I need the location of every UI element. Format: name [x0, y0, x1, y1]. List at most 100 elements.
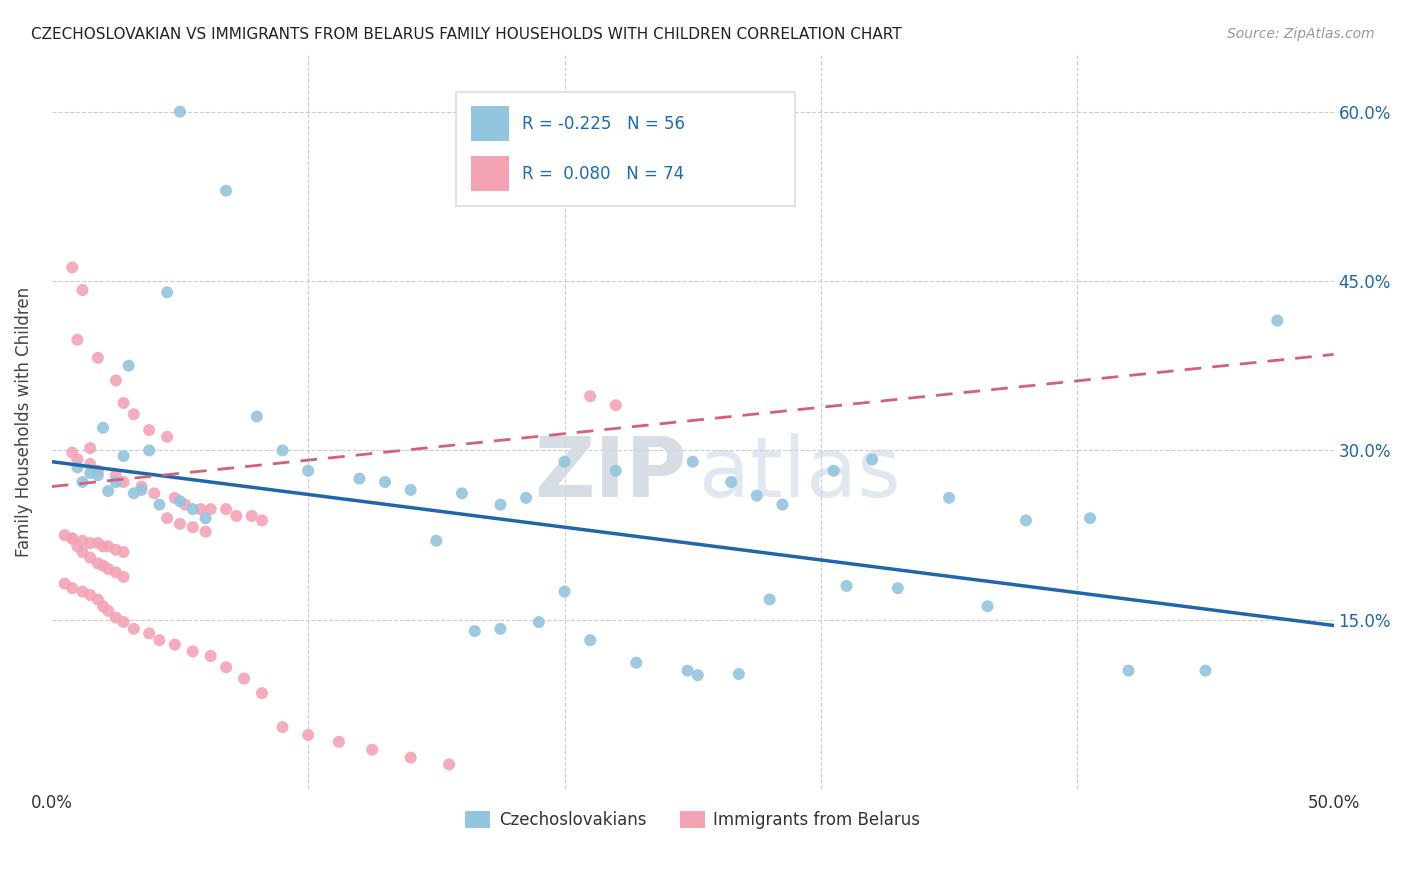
Point [181, 502, 204, 516]
Point [233, 672, 256, 686]
Point [79, 466, 101, 480]
Point [515, 491, 537, 505]
Point [823, 464, 845, 478]
Point [464, 624, 486, 639]
Point [489, 622, 512, 636]
Point [97, 604, 120, 618]
Point [626, 656, 648, 670]
Point [200, 502, 222, 516]
Point [1078, 511, 1101, 525]
Point [194, 511, 217, 525]
Point [91, 599, 114, 614]
Point [143, 486, 166, 500]
Point [131, 479, 153, 493]
Point [122, 407, 145, 421]
Point [66, 540, 89, 554]
Text: ZIP: ZIP [534, 433, 686, 514]
Point [579, 389, 602, 403]
Point [138, 626, 160, 640]
Point [91, 421, 114, 435]
Point [60, 260, 83, 275]
Point [682, 455, 704, 469]
Point [489, 498, 512, 512]
Point [399, 483, 422, 497]
Point [79, 457, 101, 471]
Point [97, 562, 120, 576]
Point [215, 502, 238, 516]
Point [553, 455, 575, 469]
Point [87, 351, 110, 365]
Point [72, 475, 94, 489]
Point [194, 524, 217, 539]
Legend: Czechoslovakians, Immigrants from Belarus: Czechoslovakians, Immigrants from Belaru… [458, 805, 927, 836]
Point [112, 475, 135, 489]
Point [328, 735, 350, 749]
Point [250, 513, 273, 527]
Point [399, 750, 422, 764]
Point [104, 468, 127, 483]
Point [66, 452, 89, 467]
Point [104, 610, 127, 624]
Point [225, 508, 247, 523]
Point [190, 502, 212, 516]
Point [215, 184, 238, 198]
Point [122, 622, 145, 636]
Point [60, 581, 83, 595]
Point [131, 483, 153, 497]
Text: R = -0.225   N = 56: R = -0.225 N = 56 [522, 115, 685, 133]
Point [745, 489, 768, 503]
Point [112, 615, 135, 629]
Point [122, 486, 145, 500]
Point [758, 592, 780, 607]
Y-axis label: Family Households with Children: Family Households with Children [15, 287, 32, 558]
Point [163, 638, 186, 652]
Point [246, 409, 269, 424]
Point [138, 443, 160, 458]
Point [349, 472, 371, 486]
Point [60, 532, 83, 546]
Point [579, 633, 602, 648]
Point [118, 359, 141, 373]
Point [91, 540, 114, 554]
Point [148, 633, 170, 648]
Point [169, 516, 191, 531]
Point [66, 460, 89, 475]
Point [181, 520, 204, 534]
Point [1194, 664, 1216, 678]
Point [553, 584, 575, 599]
Point [104, 475, 127, 489]
Point [97, 484, 120, 499]
Point [87, 536, 110, 550]
Point [200, 648, 222, 663]
Point [770, 498, 793, 512]
Point [87, 557, 110, 571]
Point [104, 566, 127, 580]
Point [79, 588, 101, 602]
Point [297, 464, 319, 478]
Point [240, 508, 263, 523]
Point [79, 550, 101, 565]
Text: CZECHOSLOVAKIAN VS IMMIGRANTS FROM BELARUS FAMILY HOUSEHOLDS WITH CHILDREN CORRE: CZECHOSLOVAKIAN VS IMMIGRANTS FROM BELAR… [31, 27, 901, 42]
Text: R =  0.080   N = 74: R = 0.080 N = 74 [522, 165, 685, 183]
Point [60, 532, 83, 546]
Point [60, 445, 83, 459]
Point [720, 475, 742, 489]
Point [437, 757, 460, 772]
Point [112, 545, 135, 559]
Point [112, 396, 135, 410]
Point [676, 664, 699, 678]
Point [91, 558, 114, 573]
Point [112, 570, 135, 584]
Point [835, 579, 858, 593]
Point [148, 498, 170, 512]
FancyBboxPatch shape [471, 106, 509, 141]
Point [156, 285, 179, 300]
Text: atlas: atlas [699, 433, 901, 514]
Point [361, 742, 384, 756]
Point [138, 423, 160, 437]
Point [271, 443, 294, 458]
Point [174, 498, 197, 512]
Point [686, 668, 709, 682]
Point [215, 660, 238, 674]
Point [1015, 513, 1038, 527]
